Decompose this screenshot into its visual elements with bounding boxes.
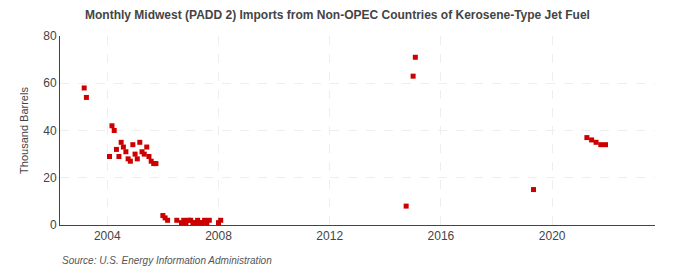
svg-text:2004: 2004 [94, 229, 121, 243]
svg-text:40: 40 [43, 124, 57, 138]
svg-text:Monthly Midwest (PADD 2) Impor: Monthly Midwest (PADD 2) Imports from No… [85, 8, 590, 22]
svg-text:Thousand Barrels: Thousand Barrels [18, 87, 30, 174]
svg-text:Source: U.S. Energy Informatio: Source: U.S. Energy Information Administ… [62, 255, 272, 266]
svg-text:2016: 2016 [428, 229, 455, 243]
svg-text:20: 20 [43, 171, 57, 185]
svg-text:2008: 2008 [205, 229, 232, 243]
svg-text:2020: 2020 [539, 229, 566, 243]
svg-text:80: 80 [43, 29, 57, 43]
svg-text:60: 60 [43, 76, 57, 90]
svg-text:0: 0 [50, 218, 57, 232]
svg-text:2012: 2012 [316, 229, 343, 243]
